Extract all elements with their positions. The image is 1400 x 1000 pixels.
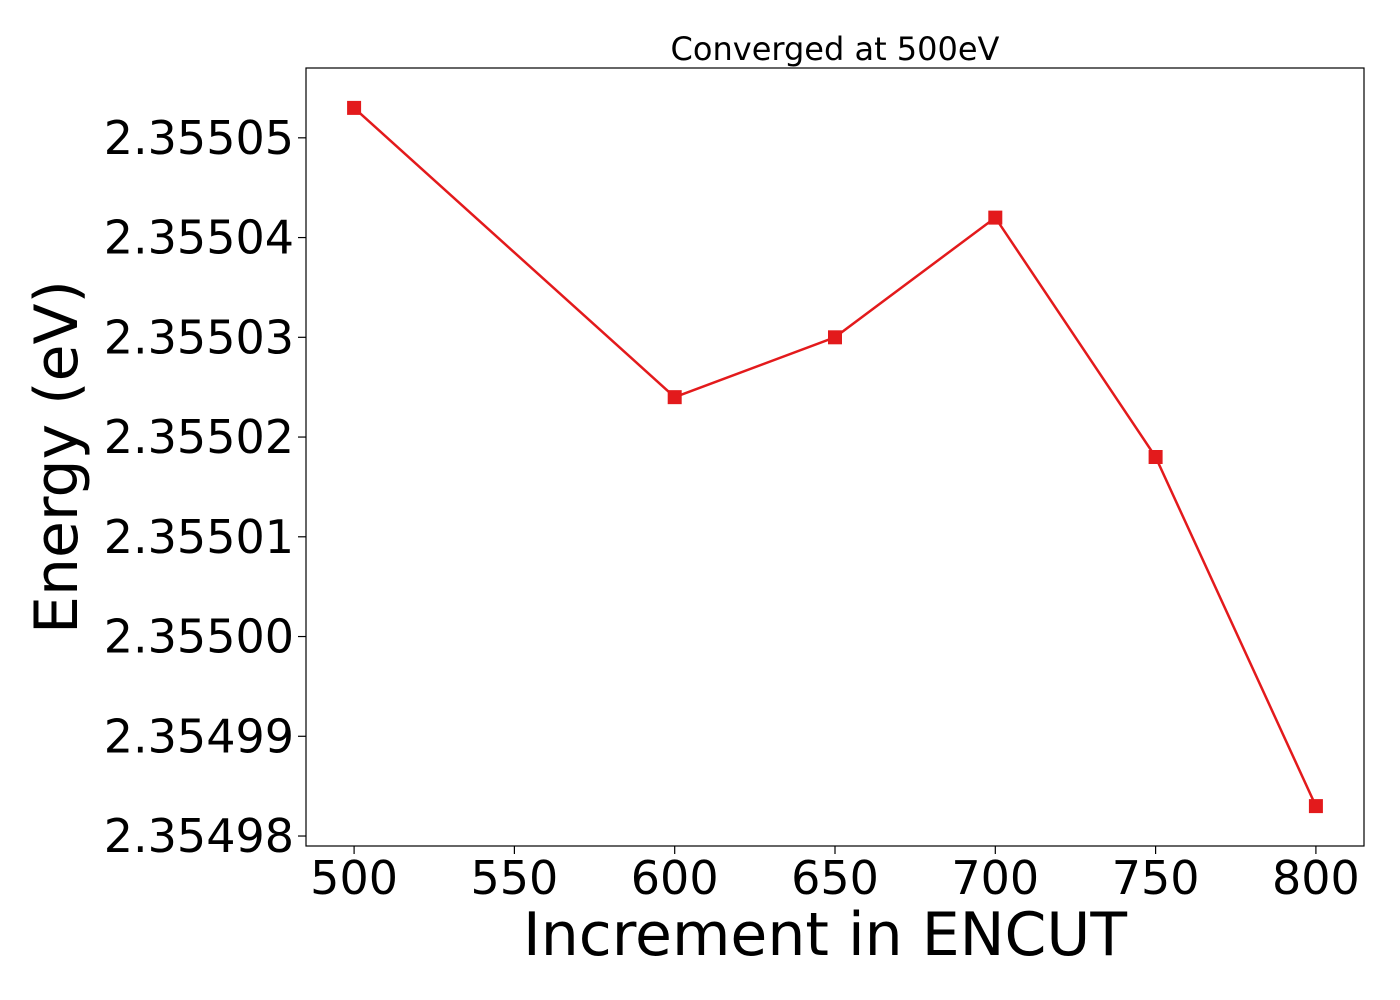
y-tick-label: 2.35505 — [104, 111, 294, 165]
x-tick-label: 800 — [1272, 851, 1360, 905]
x-axis: 500 550 600 650 700 750 800 — [310, 846, 1360, 905]
y-tick-label: 2.35501 — [104, 510, 294, 564]
y-tick-label: 2.35498 — [104, 809, 294, 863]
y-tick-label: 2.35499 — [104, 709, 294, 763]
data-point — [988, 210, 1003, 225]
series-layer — [347, 100, 1323, 814]
x-tick-label: 700 — [951, 851, 1039, 905]
y-tick-label: 2.35504 — [104, 211, 294, 265]
y-tick-label: 2.35500 — [104, 610, 294, 664]
y-tick-label: 2.35503 — [104, 310, 294, 364]
plot-area-frame — [305, 67, 1365, 847]
y-tick-label: 2.35502 — [104, 410, 294, 464]
x-tick-label: 550 — [470, 851, 558, 905]
data-point — [1308, 799, 1323, 814]
y-axis-label: Energy (eV) — [22, 280, 92, 634]
x-tick-label: 650 — [791, 851, 879, 905]
x-tick-label: 600 — [631, 851, 719, 905]
x-tick-label: 500 — [310, 851, 398, 905]
series-line — [353, 106, 1318, 807]
data-point — [667, 390, 682, 405]
data-point — [347, 100, 362, 115]
y-axis: 2.35498 2.35499 2.35500 2.35501 2.35502 2.355… — [104, 111, 306, 863]
x-axis-label: Increment in ENCUT — [523, 900, 1127, 970]
data-point — [1148, 450, 1163, 464]
x-tick-label: 750 — [1112, 851, 1200, 905]
chart-title: Converged at 500eV — [671, 30, 1000, 68]
data-point — [828, 330, 842, 345]
